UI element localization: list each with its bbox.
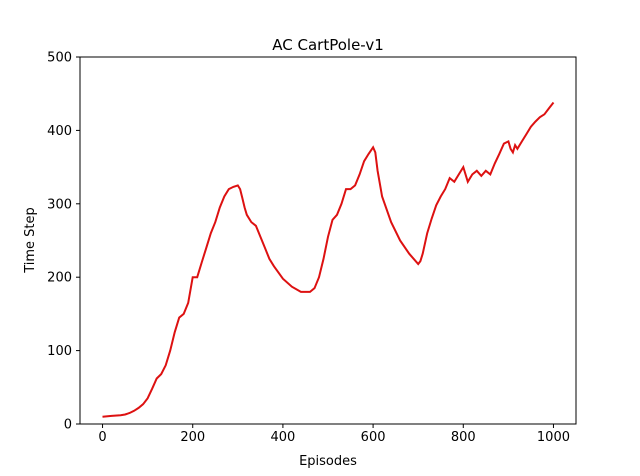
y-axis-label: Time Step (23, 207, 38, 274)
x-tick-label: 600 (361, 430, 386, 445)
y-tick-label: 200 (47, 271, 72, 286)
y-tick-label: 300 (47, 197, 72, 212)
x-axis-label: Episodes (299, 454, 357, 469)
plot-area (79, 56, 577, 425)
x-tick-label: 800 (451, 430, 476, 445)
x-axis: 0 200 400 600 800 1000 (98, 424, 570, 445)
chart-title: AC CartPole-v1 (272, 36, 383, 54)
x-tick-label: 1000 (537, 430, 570, 445)
series-line (102, 101, 555, 418)
y-tick-label: 400 (47, 124, 72, 139)
y-tick-label: 500 (47, 51, 72, 66)
y-axis: 0 100 200 300 400 500 (47, 51, 80, 433)
x-tick-label: 200 (180, 430, 205, 445)
x-tick-label: 400 (270, 430, 295, 445)
axes-frame (79, 56, 577, 425)
y-tick-label: 100 (47, 344, 72, 359)
y-tick-label: 0 (64, 418, 72, 433)
x-tick-label: 0 (98, 430, 106, 445)
